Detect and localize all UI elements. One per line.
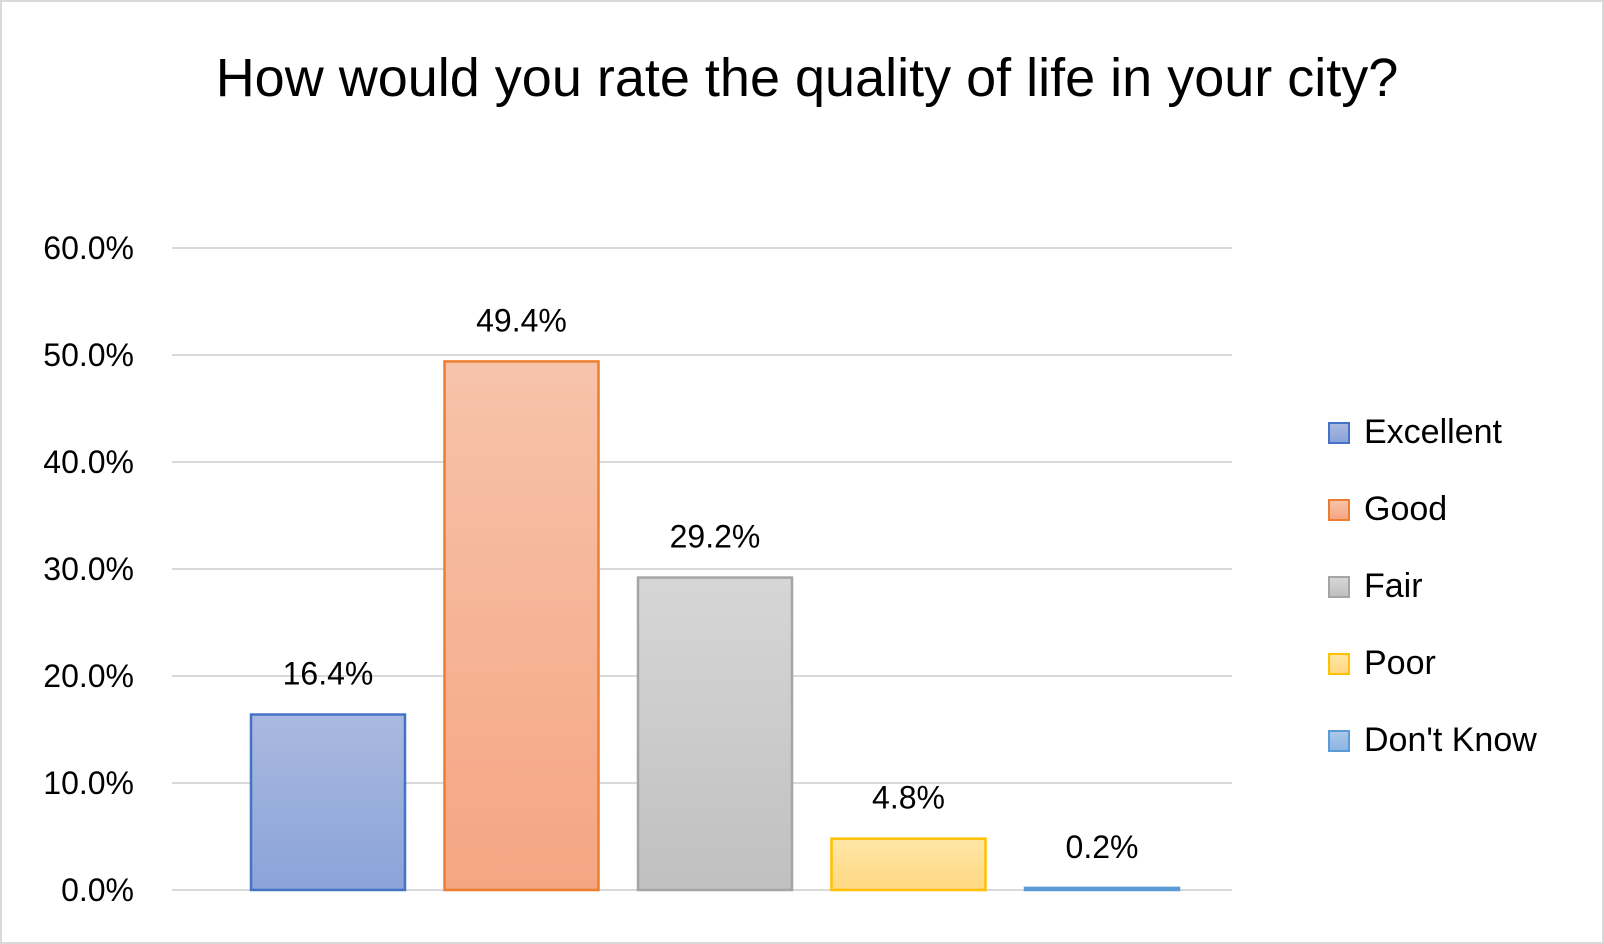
legend-item: Fair: [1328, 548, 1598, 625]
data-labels: 16.4% 49.4% 29.2% 4.8% 0.2%: [283, 302, 1139, 864]
bar-fair: [636, 576, 794, 892]
bar-don-t-know: [1023, 886, 1181, 892]
y-tick-label: 0.0%: [61, 872, 134, 908]
y-tick-label: 10.0%: [43, 765, 134, 801]
data-label: 29.2%: [670, 519, 761, 555]
legend-swatch: [1328, 652, 1350, 675]
y-axis-tick-labels: 0.0% 10.0% 20.0% 30.0% 40.0% 50.0% 60.0%: [43, 230, 134, 908]
legend-swatch: [1328, 498, 1350, 521]
bar-excellent: [249, 713, 407, 892]
y-tick-label: 40.0%: [43, 444, 134, 480]
legend-item: Don't Know: [1328, 702, 1598, 779]
y-tick-label: 60.0%: [43, 230, 134, 266]
chart-title: How would you rate the quality of life i…: [215, 48, 1399, 108]
bar-good: [443, 360, 600, 892]
bar-poor: [830, 837, 987, 892]
y-tick-label: 30.0%: [43, 551, 134, 587]
data-label: 0.2%: [1066, 829, 1139, 865]
legend-swatch: [1328, 421, 1350, 444]
bars: [249, 360, 1181, 892]
data-label: 49.4%: [476, 302, 567, 338]
legend-label: Poor: [1364, 644, 1436, 682]
legend-label: Excellent: [1364, 413, 1502, 451]
legend-item: Good: [1328, 471, 1598, 548]
y-tick-label: 20.0%: [43, 658, 134, 694]
legend-label: Fair: [1364, 567, 1423, 605]
legend-label: Good: [1364, 490, 1448, 528]
data-label: 4.8%: [872, 780, 945, 816]
legend: Excellent Good Fair Poor Don't Know: [1328, 394, 1598, 779]
data-label: 16.4%: [283, 656, 374, 692]
legend-swatch: [1328, 729, 1350, 752]
legend-swatch: [1328, 575, 1350, 598]
legend-item: Excellent: [1328, 394, 1598, 471]
legend-label: Don't Know: [1364, 721, 1537, 759]
y-tick-label: 50.0%: [43, 337, 134, 373]
legend-item: Poor: [1328, 625, 1598, 702]
